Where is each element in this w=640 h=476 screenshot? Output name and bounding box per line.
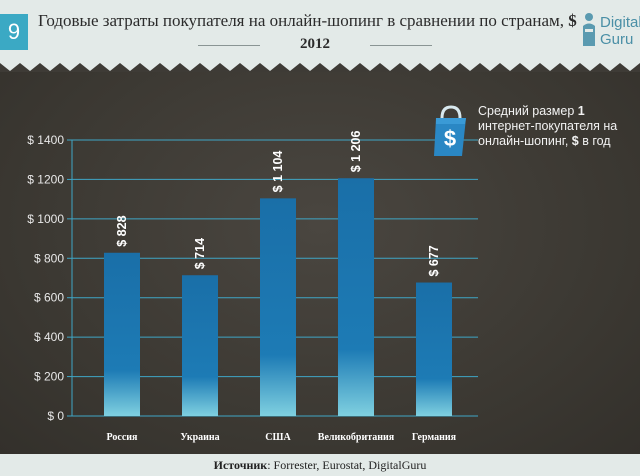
chart-year: 2012 xyxy=(198,36,432,53)
y-tick-label: $ 0 xyxy=(47,409,64,423)
legend-text-part1: Средний размер xyxy=(478,104,575,118)
y-tick-label: $ 800 xyxy=(34,251,64,265)
y-tick-label: $ 600 xyxy=(34,291,64,305)
logo-text-line1: Digital xyxy=(600,14,640,31)
y-tick-label: $ 1200 xyxy=(27,172,64,186)
chart-title-currency: $ xyxy=(568,11,577,30)
x-category-label: Германия xyxy=(412,432,457,443)
x-category-label: США xyxy=(265,432,291,443)
bar xyxy=(416,282,452,416)
bars xyxy=(104,178,452,416)
y-axis-ticks: $ 0 $ 200 $ 400 $ 600 $ 800 $ 1000 $ 1200 $ 140… xyxy=(27,133,64,423)
legend-text-bold: 1 xyxy=(577,104,585,118)
x-category-label: Великобритания xyxy=(318,432,395,443)
bar-value-label: $ 677 xyxy=(427,245,441,276)
legend-text: Средний размер 1 интернет-покупателя на … xyxy=(478,104,640,149)
logo-text-line2: Guru xyxy=(600,31,634,48)
digitalguru-logo: Digital Guru xyxy=(580,8,640,52)
bar-value-label: $ 828 xyxy=(115,215,129,246)
bar xyxy=(104,252,140,416)
source-label: Источник xyxy=(213,458,268,472)
page-number-badge: 9 xyxy=(0,14,28,50)
logo-figure-icon xyxy=(583,13,595,46)
y-tick-label: $ 1000 xyxy=(27,212,64,226)
legend-text-part2: интернет-покупателя на онлайн-шопинг, xyxy=(478,119,618,148)
y-tick-label: $ 1400 xyxy=(27,133,64,147)
chart-title-text: Годовые затраты покупателя на онлайн-шоп… xyxy=(38,11,565,30)
shopping-bag-icon: $ xyxy=(434,105,466,156)
bar-chart: $ 0 $ 200 $ 400 $ 600 $ 800 $ 1000 $ 1200 $ 140… xyxy=(27,130,478,443)
x-axis-labels: Россия Украина США Великобритания Германия xyxy=(107,432,457,443)
header: 9 Годовые затраты покупателя на онлайн-ш… xyxy=(0,0,640,62)
header-zigzag-edge xyxy=(0,61,640,71)
bar xyxy=(182,275,218,416)
bar-value-label: $ 1 206 xyxy=(349,130,363,172)
y-tick-label: $ 400 xyxy=(34,330,64,344)
bar xyxy=(260,198,296,416)
y-tick-label: $ 200 xyxy=(34,370,64,384)
value-labels: $ 828 $ 714 $ 1 104 $ 1 206 $ 677 xyxy=(115,130,441,276)
chart-legend: $ Средний размер 1 интернет-покупателя н… xyxy=(432,104,640,160)
bar xyxy=(338,178,374,416)
source-text: : Forrester, Eurostat, DigitalGuru xyxy=(267,458,427,472)
bar-value-label: $ 714 xyxy=(193,238,207,269)
chart-title: Годовые затраты покупателя на онлайн-шоп… xyxy=(38,11,577,31)
bar-value-label: $ 1 104 xyxy=(271,151,285,193)
bag-currency-symbol: $ xyxy=(444,126,456,151)
legend-text-part3: в год xyxy=(582,134,611,148)
legend-text-currency: $ xyxy=(571,134,579,148)
source-footer: Источник: Forrester, Eurostat, DigitalGu… xyxy=(0,454,640,476)
x-category-label: Украина xyxy=(180,432,219,443)
x-category-label: Россия xyxy=(107,432,138,443)
